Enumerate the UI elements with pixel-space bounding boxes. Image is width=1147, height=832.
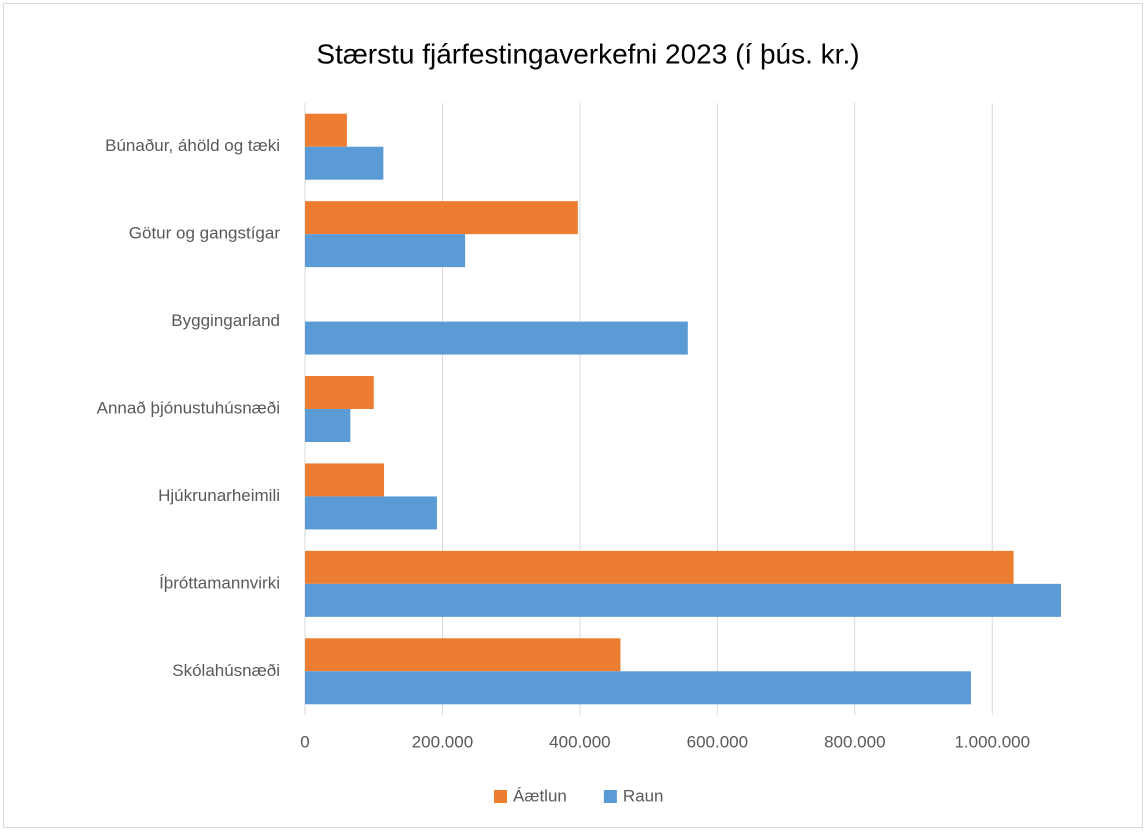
bar bbox=[305, 583, 1061, 617]
chart-title: Stærstu fjárfestingaverkefni 2023 (í þús… bbox=[316, 38, 859, 69]
bar bbox=[305, 550, 1014, 584]
x-tick-label: 800.000 bbox=[824, 732, 885, 751]
y-tick-label: Annað þjónustuhúsnæði bbox=[97, 398, 280, 417]
y-tick-label: Byggingarland bbox=[171, 311, 280, 330]
x-tick-label: 1.000.000 bbox=[954, 732, 1030, 751]
y-tick-label: Skólahúsnæði bbox=[172, 661, 280, 680]
bar bbox=[305, 638, 621, 672]
bar bbox=[305, 146, 384, 180]
bar bbox=[305, 409, 351, 442]
legend-swatch bbox=[603, 790, 617, 803]
bar bbox=[305, 321, 688, 355]
x-tick-label: 200.000 bbox=[412, 732, 473, 751]
bar bbox=[305, 496, 437, 530]
y-tick-label: Íþróttamannvirki bbox=[159, 573, 280, 592]
legend-swatch bbox=[494, 790, 507, 803]
bar bbox=[305, 376, 374, 409]
y-tick-label: Götur og gangstígar bbox=[129, 224, 281, 243]
x-tick-label: 0 bbox=[300, 732, 309, 751]
y-tick-label: Hjúkrunarheimili bbox=[158, 486, 280, 505]
legend-label: Áætlun bbox=[513, 786, 567, 805]
bar bbox=[305, 671, 971, 705]
bar bbox=[305, 201, 578, 235]
x-tick-label: 600.000 bbox=[687, 732, 748, 751]
x-tick-label: 400.000 bbox=[549, 732, 610, 751]
y-tick-label: Búnaður, áhöld og tæki bbox=[105, 136, 280, 155]
bar bbox=[305, 234, 466, 268]
legend-label: Raun bbox=[623, 786, 664, 805]
bar bbox=[305, 463, 385, 497]
bar bbox=[305, 113, 347, 147]
